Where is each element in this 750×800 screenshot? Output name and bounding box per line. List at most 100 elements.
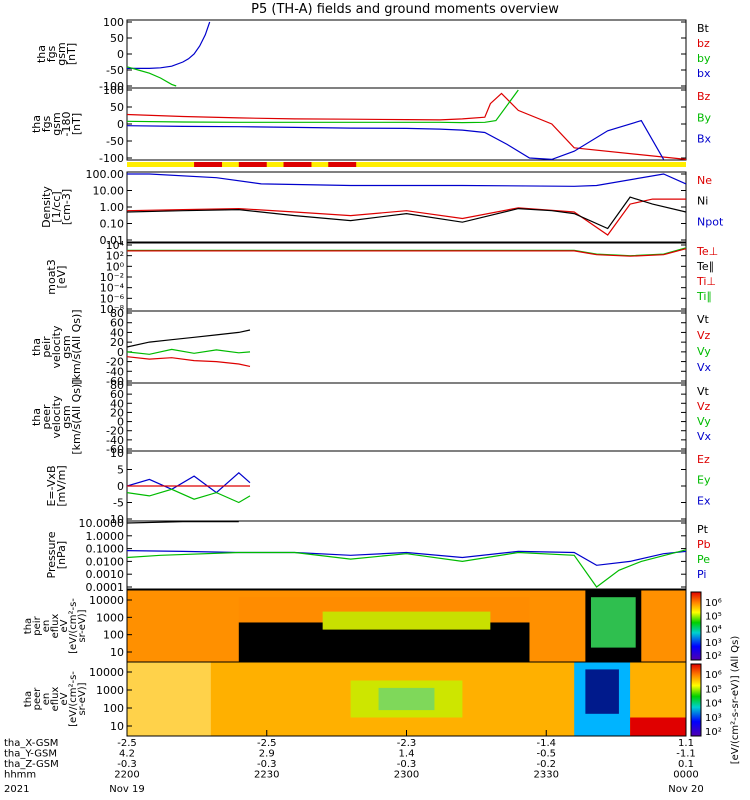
orbit-value: 2330 bbox=[534, 770, 559, 781]
spectrogram-region bbox=[378, 687, 435, 711]
legend-entry: Pi bbox=[697, 568, 706, 581]
y-axis-label: tha bbox=[30, 115, 43, 133]
legend-entry: Ez bbox=[697, 453, 710, 466]
legend-entry: Vx bbox=[697, 361, 712, 374]
y-tick-label: 0.0100 bbox=[86, 555, 125, 568]
y-axis-label: en bbox=[41, 693, 52, 706]
orbit-value: 0.1 bbox=[678, 759, 694, 770]
colorbar-tick-label: 10⁵ bbox=[705, 611, 722, 622]
y-axis-label: eflux bbox=[50, 687, 61, 712]
legend-entry: Ne bbox=[697, 174, 712, 187]
y-axis-label: [1/cc] bbox=[50, 191, 63, 222]
colorbar-tick-label: 10⁶ bbox=[705, 598, 722, 609]
series-line-Vy bbox=[126, 348, 251, 355]
y-axis-label: moat3 bbox=[45, 259, 58, 295]
y-axis-label: [km/s(All Qs)] bbox=[70, 379, 83, 454]
y-tick-label: 10² bbox=[106, 250, 124, 263]
panel-3: 100.00 10.00 1.00 0.10 0.01 Density[1/cc][cm-… bbox=[40, 168, 724, 247]
y-tick-label: 10⁻² bbox=[100, 271, 124, 284]
legend-entry: Bt bbox=[697, 22, 710, 35]
series-line-Bx bbox=[126, 119, 665, 161]
series-line-Ex bbox=[126, 471, 251, 494]
legend-entry: Vz bbox=[697, 400, 711, 413]
y-tick-label: 10⁻⁸ bbox=[100, 303, 125, 316]
date-label-right: Nov 20 bbox=[668, 784, 703, 795]
y-tick-label: 1.0000 bbox=[86, 530, 125, 543]
y-axis-label: peir bbox=[32, 615, 43, 635]
spectrogram-region bbox=[590, 597, 636, 648]
y-tick-label: 10⁰ bbox=[106, 260, 125, 273]
y-axis-label: [eV/(cm²-s- bbox=[68, 671, 79, 727]
legend-entry: Ni bbox=[697, 195, 708, 208]
colorbar-tick-label: 10² bbox=[705, 727, 722, 738]
mode-segment bbox=[328, 162, 357, 167]
series-line-Pi bbox=[126, 550, 687, 566]
panel-frame bbox=[126, 382, 687, 452]
y-tick-label: 100 bbox=[103, 16, 124, 29]
y-axis-label: Pressure bbox=[45, 531, 58, 578]
colorbar-tick-label: 10⁶ bbox=[705, 670, 722, 681]
orbit-value: -1.4 bbox=[536, 738, 556, 749]
y-tick-label: 50 bbox=[110, 101, 124, 114]
series-line-Pt bbox=[126, 521, 239, 524]
y-axis-label: velocity bbox=[50, 325, 63, 368]
y-axis-label: eV bbox=[59, 619, 70, 632]
spectrogram-2: 10000 1000 100 10 thapeerenefluxeV[eV/(cm²-s… bbox=[23, 661, 687, 737]
y-tick-label: 10.0000 bbox=[79, 517, 125, 530]
legend-entry: Pb bbox=[697, 538, 711, 551]
y-tick-label: -5 bbox=[113, 497, 124, 510]
colorbar-tick-label: 10³ bbox=[705, 638, 722, 649]
orbit-value: 2.9 bbox=[259, 749, 275, 760]
y-tick-label: 80 bbox=[110, 307, 124, 320]
y-tick-label: 50 bbox=[110, 32, 124, 45]
y-axis-label: gsm bbox=[60, 405, 73, 428]
panel-frame bbox=[126, 87, 687, 161]
y-axis-label: eV bbox=[59, 692, 70, 705]
orbit-value: 1.4 bbox=[399, 749, 415, 760]
y-tick-label: 60 bbox=[110, 317, 124, 330]
legend-entry: Vy bbox=[697, 345, 711, 358]
y-axis-label: [eV] bbox=[55, 266, 68, 289]
y-axis-label: tha bbox=[35, 45, 48, 63]
mode-segment bbox=[283, 162, 312, 167]
orbit-row-label: hhmm bbox=[4, 770, 36, 781]
orbit-row-label: tha_Y-GSM bbox=[4, 749, 57, 760]
panel-frame bbox=[126, 310, 687, 384]
legend-entry: Ex bbox=[697, 494, 711, 507]
y-tick-label: -50 bbox=[106, 64, 124, 77]
y-tick-label: 10⁴ bbox=[106, 239, 125, 252]
series-line-Ey bbox=[126, 488, 251, 504]
colorbar-tick-label: 10⁴ bbox=[705, 699, 722, 710]
y-tick-label: -20 bbox=[106, 356, 124, 369]
year-label: 2021 bbox=[4, 784, 29, 795]
panel-frame bbox=[126, 520, 687, 590]
spectrogram-1: 10000 1000 100 10 thapeirenefluxeV[eV/(cm²-s… bbox=[23, 589, 687, 663]
y-axis-label: peer bbox=[32, 687, 43, 711]
legend-entry: Te⊥ bbox=[696, 245, 718, 258]
legend-entry: Bx bbox=[697, 133, 712, 146]
orbit-value: -0.3 bbox=[397, 759, 417, 770]
y-tick-label: 60 bbox=[110, 388, 124, 401]
legend-entry: by bbox=[697, 52, 711, 65]
legend-entry: Ti∥ bbox=[696, 290, 712, 303]
spectrogram-region bbox=[127, 662, 211, 736]
y-tick-label: 1000 bbox=[96, 684, 124, 697]
y-axis-label: [nPa] bbox=[55, 541, 68, 569]
y-tick-label: 20 bbox=[110, 406, 124, 419]
y-tick-label: 0.01 bbox=[100, 234, 125, 247]
y-tick-label: 10 bbox=[110, 447, 124, 460]
y-tick-label: 0 bbox=[117, 48, 124, 61]
orbit-value: -2.3 bbox=[397, 738, 417, 749]
y-axis-label: -180 bbox=[60, 112, 73, 137]
y-axis-label: tha bbox=[23, 691, 34, 707]
y-tick-label: 40 bbox=[110, 326, 124, 339]
y-tick-label: -20 bbox=[106, 425, 124, 438]
y-axis-label: eflux bbox=[50, 614, 61, 639]
y-tick-label: -60 bbox=[106, 443, 124, 456]
y-tick-label: 0 bbox=[117, 346, 124, 359]
y-tick-label: 10 bbox=[110, 646, 124, 659]
